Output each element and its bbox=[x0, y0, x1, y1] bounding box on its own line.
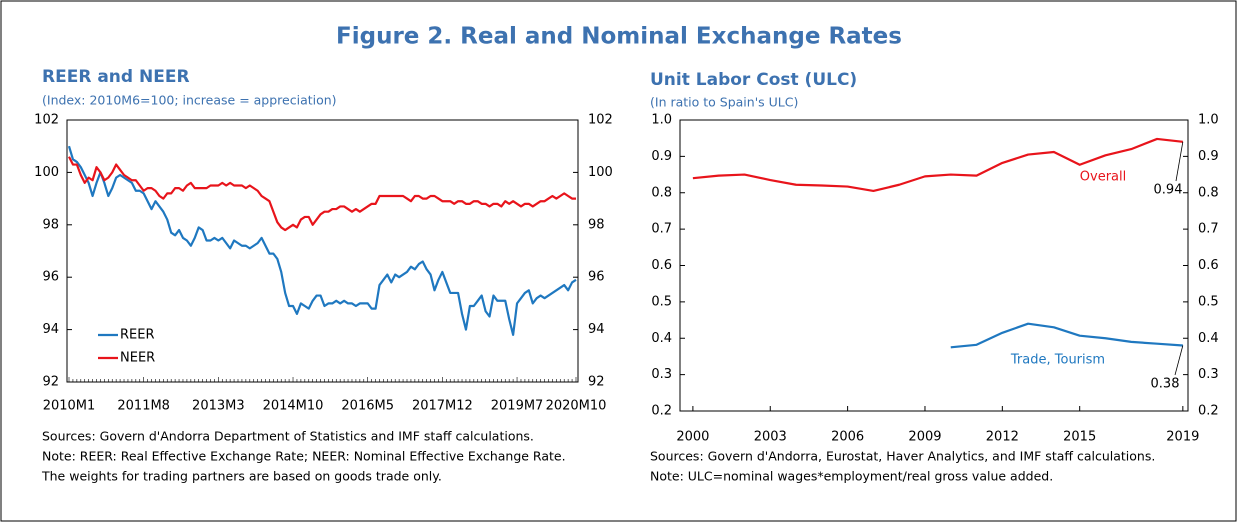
x-tick-label: 2014M10 bbox=[263, 399, 324, 414]
plot-frame bbox=[66, 119, 579, 383]
y2-tick-label: 0.7 bbox=[1198, 222, 1219, 237]
legend-label: NEER bbox=[120, 351, 155, 366]
figure-title: Figure 2. Real and Nominal Exchange Rate… bbox=[336, 24, 902, 50]
y2-tick-label: 102 bbox=[588, 113, 613, 128]
note: The weights for trading partners are bas… bbox=[41, 469, 442, 484]
y-tick-label: 0.6 bbox=[651, 258, 672, 273]
x-tick-label: 2009 bbox=[908, 430, 941, 445]
series-label: Trade, Tourism bbox=[1010, 353, 1105, 368]
x-tick-label: 2020M10 bbox=[546, 399, 607, 414]
y-tick-label: 0.8 bbox=[651, 185, 672, 200]
y2-tick-label: 0.8 bbox=[1198, 185, 1219, 200]
y-tick-label: 1.0 bbox=[651, 113, 672, 128]
series-line bbox=[950, 322, 1183, 349]
y2-tick-label: 0.2 bbox=[1198, 404, 1219, 419]
plot-frame bbox=[679, 119, 1189, 412]
chart-subtitle: (In ratio to Spain's ULC) bbox=[650, 95, 798, 110]
value-label: 0.94 bbox=[1154, 183, 1183, 198]
y-tick-label: 0.9 bbox=[651, 149, 672, 164]
y2-tick-label: 98 bbox=[588, 217, 605, 232]
x-tick-label: 2012 bbox=[986, 430, 1019, 445]
note: Sources: Govern d'Andorra Department of … bbox=[42, 429, 534, 444]
y-tick-label: 96 bbox=[42, 270, 59, 285]
y2-tick-label: 0.3 bbox=[1198, 367, 1219, 382]
x-tick-label: 2010M1 bbox=[43, 399, 96, 414]
x-tick-label: 2013M3 bbox=[192, 399, 245, 414]
note: Sources: Govern d'Andorra, Eurostat, Hav… bbox=[650, 449, 1155, 464]
x-tick-label: 2006 bbox=[831, 430, 864, 445]
y2-tick-label: 0.4 bbox=[1198, 331, 1219, 346]
chart-title: Unit Labor Cost (ULC) bbox=[650, 70, 857, 90]
y2-tick-label: 94 bbox=[588, 322, 605, 337]
x-tick-label: 2000 bbox=[676, 430, 709, 445]
y2-tick-label: 92 bbox=[588, 375, 605, 390]
leader-line bbox=[1174, 345, 1184, 376]
y2-tick-label: 0.5 bbox=[1198, 294, 1219, 309]
y2-tick-label: 100 bbox=[588, 165, 613, 180]
x-tick-label: 2017M12 bbox=[412, 399, 473, 414]
x-tick-label: 2016M5 bbox=[341, 399, 394, 414]
y-tick-label: 92 bbox=[42, 375, 59, 390]
series-line bbox=[67, 145, 577, 336]
y2-tick-label: 0.9 bbox=[1198, 149, 1219, 164]
legend-label: REER bbox=[120, 328, 155, 343]
y-tick-label: 102 bbox=[34, 113, 59, 128]
note: Note: ULC=nominal wages*employment/real … bbox=[650, 469, 1053, 484]
y-tick-label: 98 bbox=[42, 217, 59, 232]
y-tick-label: 0.4 bbox=[651, 331, 672, 346]
series-line bbox=[68, 156, 576, 232]
value-label: 0.38 bbox=[1151, 377, 1180, 392]
y-tick-label: 94 bbox=[42, 322, 59, 337]
y-tick-label: 0.7 bbox=[651, 222, 672, 237]
x-tick-label: 2019M7 bbox=[491, 399, 544, 414]
series-label: Overall bbox=[1080, 170, 1126, 185]
y2-tick-label: 0.6 bbox=[1198, 258, 1219, 273]
note: Note: REER: Real Effective Exchange Rate… bbox=[42, 449, 566, 464]
series-line bbox=[692, 137, 1183, 193]
y2-tick-label: 96 bbox=[588, 270, 605, 285]
y-tick-label: 0.2 bbox=[651, 404, 672, 419]
y-tick-label: 100 bbox=[34, 165, 59, 180]
y-tick-label: 0.3 bbox=[651, 367, 672, 382]
x-tick-label: 2019 bbox=[1166, 430, 1199, 445]
y2-tick-label: 1.0 bbox=[1198, 113, 1219, 128]
chart-title: REER and NEER bbox=[42, 67, 190, 87]
x-tick-label: 2015 bbox=[1063, 430, 1096, 445]
chart-subtitle: (Index: 2010M6=100; increase = appreciat… bbox=[42, 93, 337, 108]
y-tick-label: 0.5 bbox=[651, 294, 672, 309]
x-tick-label: 2011M8 bbox=[117, 399, 170, 414]
x-tick-label: 2003 bbox=[754, 430, 787, 445]
leader-line bbox=[1175, 141, 1184, 182]
